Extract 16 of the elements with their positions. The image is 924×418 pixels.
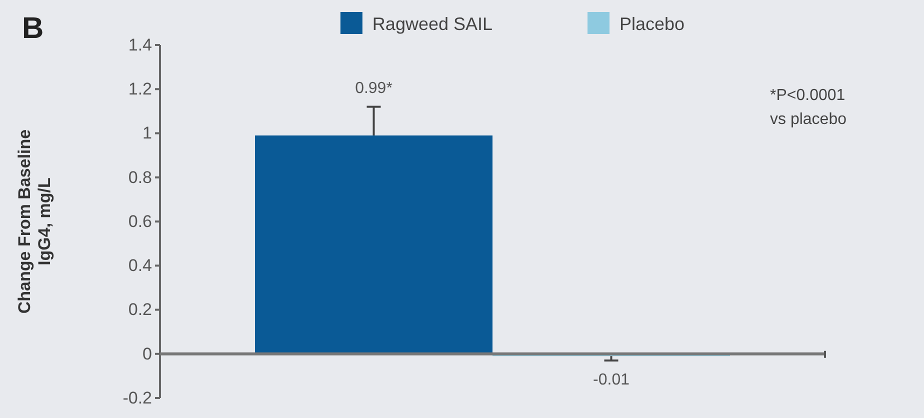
y-tick-label: -0.2	[122, 388, 152, 408]
y-tick-label: 1.2	[128, 80, 152, 99]
y-tick-label: 1	[142, 124, 152, 143]
y-tick-label: 1.4	[128, 35, 152, 54]
y-tick-label: 0.8	[128, 168, 152, 187]
y-tick-label: 0.4	[128, 256, 152, 276]
data-label: -0.01	[593, 371, 630, 388]
y-tick-label: 0	[142, 344, 152, 364]
y-tick-label: 0.2	[128, 300, 152, 320]
y-tick-label: 0.6	[128, 212, 152, 231]
chart-title: B	[22, 12, 44, 45]
y-axis-title: Change From Baseline IgG4, mg/L	[15, 129, 54, 314]
legend-label: Placebo	[620, 14, 685, 34]
legend-label: Ragweed SAIL	[372, 14, 493, 34]
annotation: *P<0.0001 vs placebo	[770, 87, 847, 128]
data-label: 0.99*	[355, 80, 392, 97]
